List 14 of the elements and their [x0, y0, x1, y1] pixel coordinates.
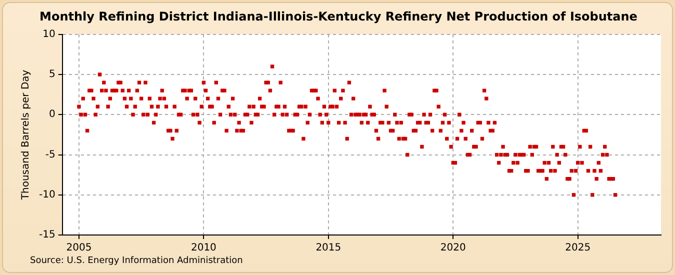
y-tick-label: 0 — [48, 109, 56, 120]
x-tick-label: 2005 — [66, 242, 92, 254]
y-tick-label: -15 — [38, 230, 56, 241]
y-tick-label: -10 — [38, 189, 56, 200]
y-tick-label: 5 — [48, 69, 56, 80]
source-note: Source: U.S. Energy Information Administration — [30, 256, 243, 266]
x-tick-label: 2025 — [565, 242, 591, 254]
y-tick-label: -5 — [45, 149, 56, 160]
y-tick-label: 10 — [42, 28, 56, 40]
x-tick-label: 2015 — [316, 242, 342, 254]
chart-title: Monthly Refining District Indiana-Illinois-Kentucky Refinery Net Production of Isobutane — [40, 9, 638, 24]
x-tick-label: 2020 — [440, 242, 466, 254]
x-tick-label: 2010 — [190, 242, 216, 254]
y-axis-title: Thousand Barrels per Day — [20, 70, 32, 201]
